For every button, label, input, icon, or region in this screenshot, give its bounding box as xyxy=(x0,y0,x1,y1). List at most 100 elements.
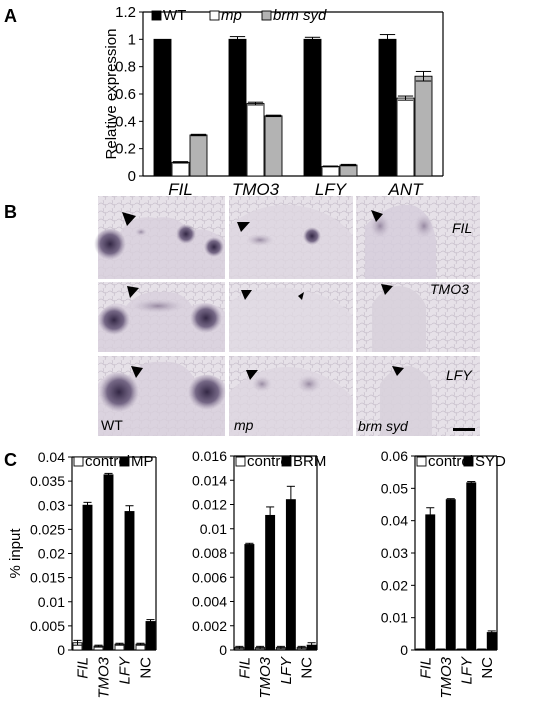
micrograph-fil-mp xyxy=(229,196,353,279)
in-situ-micrograph-grid: FIL TMO3 W xyxy=(94,196,480,436)
legend-swatch-control xyxy=(416,456,427,467)
row-label-fil: FIL xyxy=(452,220,472,236)
category-label-lfy: LFY xyxy=(278,656,295,685)
category-label-nc: NC xyxy=(299,657,316,679)
category-label-fil: FIL xyxy=(417,657,434,679)
bar-brm-lfy xyxy=(285,499,296,651)
column-label-wt: WT xyxy=(101,417,123,433)
bar-mp-fil xyxy=(171,161,190,177)
bar-brm-syd-ant xyxy=(414,75,433,177)
y-tick-label: 0.02 xyxy=(38,546,65,562)
bar-syd-tmo3 xyxy=(445,499,456,651)
y-tick-label: 0.014 xyxy=(192,472,227,488)
legend-label-mp: MP xyxy=(131,453,154,470)
y-axis-label: Relative expression xyxy=(103,29,120,160)
micrograph-lfy-brm-syd: LFY brm syd xyxy=(356,356,480,436)
y-tick-label: 0.02 xyxy=(381,577,408,593)
y-tick-label: 0 xyxy=(219,642,227,658)
bar-syd-fil xyxy=(425,514,436,651)
micrograph-fil-brm-syd: FIL xyxy=(356,196,480,279)
y-tick-label: 0.015 xyxy=(30,570,65,586)
column-label-mp: mp xyxy=(234,417,254,433)
panel-letter-a: A xyxy=(4,6,17,26)
y-tick-label: 0.8 xyxy=(115,59,136,76)
bar-syd-nc xyxy=(486,632,497,651)
y-tick-label: 0.005 xyxy=(30,618,65,634)
legend-label-brm: BRM xyxy=(293,453,326,470)
legend-swatch-control xyxy=(235,456,246,467)
micrograph-fil-wt xyxy=(94,196,225,279)
y-tick-label: 0.006 xyxy=(192,569,227,585)
y-tick-label: 0.03 xyxy=(381,545,408,561)
bar-mp-ant xyxy=(396,97,415,177)
micrograph-tmo3-mp xyxy=(229,282,353,352)
y-tick-label: 0.06 xyxy=(381,448,408,464)
bar-mp-tmo3 xyxy=(103,474,114,651)
category-label-tmo3: TMO3 xyxy=(257,656,274,698)
bar-syd-lfy xyxy=(466,482,477,651)
bar-mp-fil xyxy=(82,504,93,651)
bar-brm-tmo3 xyxy=(265,514,276,651)
category-label-tmo3: TMO3 xyxy=(438,656,455,698)
panel-letter-c: C xyxy=(4,450,17,470)
legend-swatch-syd xyxy=(463,456,474,467)
bar-wt-tmo3 xyxy=(228,38,247,177)
legend-swatch-wt xyxy=(151,10,162,21)
chart-chip-syd: 0 0.01 0.02 0.03 0.04 0.05 0.06 FIL TMO3 LFY NC con… xyxy=(381,448,506,699)
y-tick-label: 0 xyxy=(128,168,136,185)
y-tick-label: 0.03 xyxy=(38,497,65,513)
y-tick-label: 0 xyxy=(400,642,408,658)
y-tick-label: 0.035 xyxy=(30,473,65,489)
legend-swatch-mp xyxy=(119,456,130,467)
y-tick-label: 0.05 xyxy=(381,480,408,496)
bar-mp-lfy xyxy=(124,511,135,651)
category-label-nc: NC xyxy=(138,657,155,679)
micrograph-lfy-mp: mp xyxy=(229,356,353,436)
category-label-fil: FIL xyxy=(236,657,253,679)
panel-letter-b: B xyxy=(4,202,17,222)
chart-relative-expression: 0 0.2 0.4 0.6 0.8 1 1.2 Relative expression FIL T… xyxy=(103,4,444,199)
legend-label-syd: SYD xyxy=(475,453,506,470)
category-label-lfy: LFY xyxy=(315,180,348,199)
legend-label-control: control xyxy=(428,453,473,470)
micrograph-lfy-wt: WT xyxy=(98,356,226,436)
y-axis-label: % input xyxy=(7,528,24,579)
legend-label-wt: WT xyxy=(163,7,186,24)
bar-brm-syd-tmo3 xyxy=(264,115,283,177)
category-label-fil: FIL xyxy=(75,657,92,679)
category-label-ant: ANT xyxy=(388,180,425,199)
y-tick-label: 0.012 xyxy=(192,497,227,513)
row-label-lfy: LFY xyxy=(446,367,473,383)
y-tick-label: 0.004 xyxy=(192,594,227,610)
bar-wt-lfy xyxy=(303,38,322,177)
legend-swatch-brm-syd xyxy=(261,10,272,21)
bar-mp-nc xyxy=(145,621,156,651)
legend-swatch-brm xyxy=(281,456,292,467)
y-tick-label: 1 xyxy=(128,31,136,48)
y-tick-label: 0.025 xyxy=(30,521,65,537)
bar-brm-syd-fil xyxy=(189,134,208,177)
legend-label-control: control xyxy=(85,453,130,470)
micrograph-tmo3-brm-syd: TMO3 xyxy=(356,281,480,352)
category-label-lfy: LFY xyxy=(117,656,134,685)
y-tick-label: 1.2 xyxy=(115,4,136,21)
y-tick-label: 0.01 xyxy=(200,521,227,537)
category-label-lfy: LFY xyxy=(458,656,475,685)
y-tick-label: 0.002 xyxy=(192,618,227,634)
y-tick-label: 0.01 xyxy=(381,610,408,626)
y-tick-label: 0.2 xyxy=(115,141,136,158)
bar-brm-fil xyxy=(244,544,255,651)
legend-label-control: control xyxy=(247,453,292,470)
y-tick-label: 0.04 xyxy=(38,449,65,465)
bar-mp-tmo3 xyxy=(246,103,265,177)
legend-swatch-mp xyxy=(209,10,220,21)
y-tick-label: 0 xyxy=(57,642,65,658)
legend-label-brm-syd: brm syd xyxy=(273,7,327,24)
y-tick-label: 0.008 xyxy=(192,545,227,561)
category-label-nc: NC xyxy=(479,657,496,679)
chart-chip-mp: 0 0.005 0.01 0.015 0.02 0.025 0.03 0.035 0.04 % i… xyxy=(7,449,157,699)
category-label-tmo3: TMO3 xyxy=(232,180,280,199)
y-tick-label: 0.6 xyxy=(115,86,136,103)
bar-wt-fil xyxy=(153,38,172,177)
